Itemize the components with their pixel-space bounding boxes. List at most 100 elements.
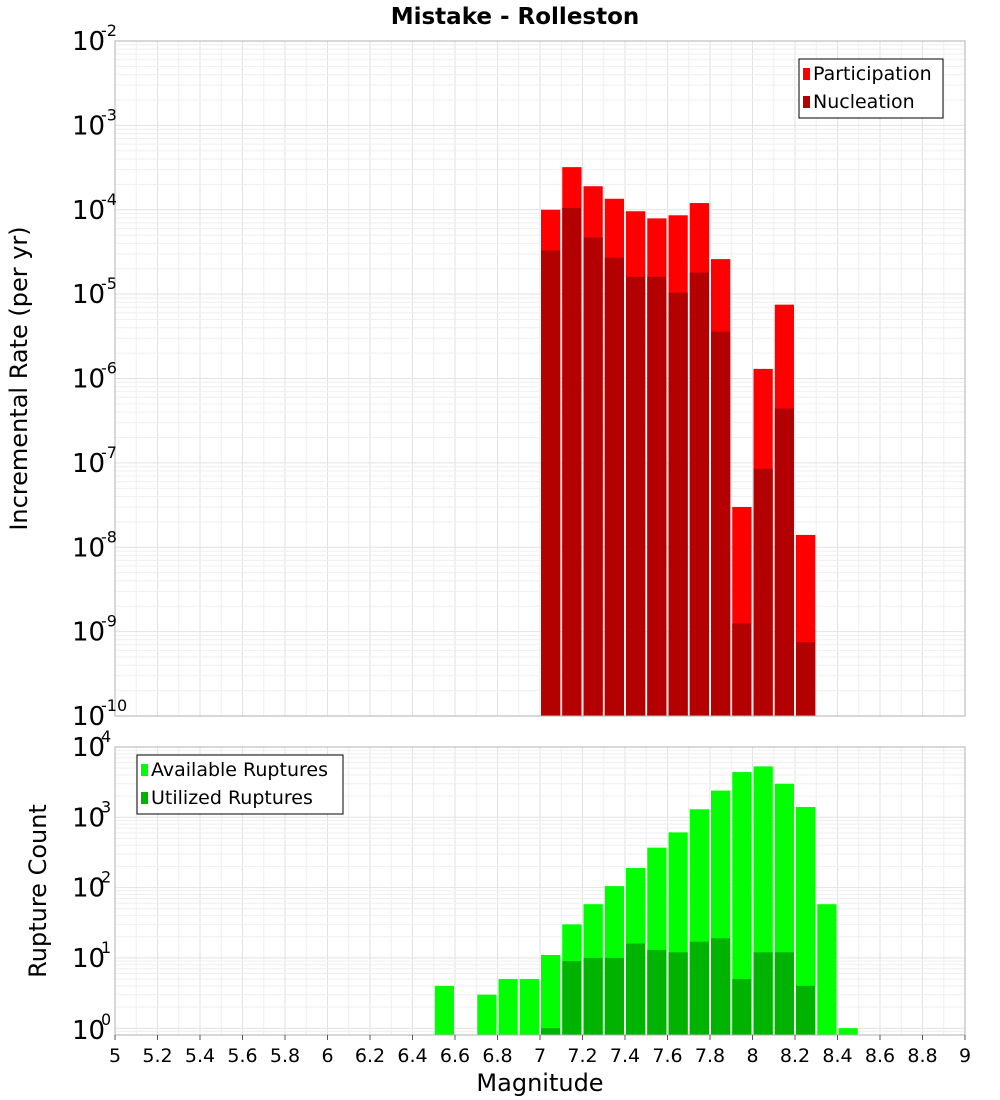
bar-nucleation-11	[774, 408, 794, 716]
bar-available-ruptures-16	[796, 807, 816, 1035]
y-tick-exponent: -8	[101, 527, 117, 546]
bar-available-ruptures-18	[838, 1028, 858, 1035]
top-panel-grid	[114, 40, 966, 717]
y-tick-exponent: 0	[101, 1010, 111, 1029]
x-tick-label: 5.8	[270, 1045, 300, 1067]
bar-nucleation-1	[562, 207, 582, 716]
x-tick-label: 7.2	[567, 1045, 597, 1067]
top-legend: Participation Nucleation	[798, 58, 944, 119]
y-tick-label: 10	[72, 803, 105, 833]
x-tick-label: 6.4	[397, 1045, 427, 1067]
y-tick-exponent: 2	[101, 868, 111, 887]
bar-nucleation-0	[541, 250, 561, 717]
y-tick-exponent: -6	[101, 359, 117, 378]
bar-nucleation-7	[689, 272, 709, 716]
x-tick-label: 7	[534, 1045, 546, 1067]
bar-utilized-ruptures-10	[668, 952, 688, 1035]
legend-swatch-nucleation	[803, 96, 810, 108]
bar-utilized-ruptures-16	[796, 985, 816, 1035]
bar-utilized-ruptures-7	[604, 957, 624, 1035]
y-tick-label: 10	[72, 1016, 105, 1046]
y-tick-label: 10	[72, 533, 105, 563]
top-y-axis-label: Incremental Rate (per yr)	[5, 226, 33, 530]
bar-nucleation-5	[647, 276, 667, 716]
x-tick-label: 6.8	[482, 1045, 512, 1067]
bar-available-ruptures-2	[498, 979, 518, 1035]
legend-label-participation: Participation	[813, 63, 932, 85]
y-tick-exponent: 3	[101, 797, 111, 816]
legend-label-utilized-ruptures: Utilized Ruptures	[151, 787, 313, 809]
bar-utilized-ruptures-9	[647, 949, 667, 1035]
x-axis-ticks: 5 5.2 5.4 5.6 5.8 6 6.2 6.4 6.6 6.8 7 7.2 7.4 7.6 7.8 8…	[109, 1035, 971, 1067]
y-tick-label: 10	[72, 27, 105, 57]
bar-utilized-ruptures-12	[711, 938, 731, 1035]
x-tick-label: 7.6	[652, 1045, 682, 1067]
bar-available-ruptures-13	[732, 772, 752, 1035]
y-tick-label: 10	[72, 702, 105, 732]
bar-nucleation-9	[732, 623, 752, 716]
bottom-y-axis-label: Rupture Count	[24, 804, 52, 978]
bar-utilized-ruptures-8	[626, 943, 646, 1035]
x-tick-label: 8.2	[780, 1045, 810, 1067]
bar-available-ruptures-1	[477, 994, 497, 1035]
y-tick-exponent: -3	[101, 105, 117, 124]
x-tick-label: 6.6	[440, 1045, 470, 1067]
x-tick-label: 5.4	[185, 1045, 215, 1067]
x-tick-label: 5.2	[142, 1045, 172, 1067]
y-tick-label: 10	[72, 618, 105, 648]
x-tick-label: 6.2	[355, 1045, 385, 1067]
x-tick-label: 6	[321, 1045, 333, 1067]
y-tick-label: 10	[72, 196, 105, 226]
bar-nucleation-6	[668, 292, 688, 716]
x-tick-label: 8.6	[865, 1045, 895, 1067]
y-tick-label: 10	[72, 280, 105, 310]
y-tick-exponent: -2	[101, 21, 117, 40]
x-tick-label: 8.4	[822, 1045, 852, 1067]
legend-label-nucleation: Nucleation	[813, 91, 915, 113]
y-tick-exponent: -5	[101, 274, 117, 293]
x-tick-label: 5.6	[227, 1045, 257, 1067]
bar-nucleation-12	[796, 642, 816, 716]
bottom-panel-bars	[434, 766, 858, 1035]
y-tick-exponent: -10	[101, 696, 127, 715]
bottom-legend-box	[136, 754, 344, 815]
bar-available-ruptures-17	[817, 904, 837, 1035]
x-tick-label: 7.8	[695, 1045, 725, 1067]
bar-utilized-ruptures-14	[753, 952, 773, 1035]
legend-swatch-utilized-ruptures	[141, 792, 148, 804]
bar-available-ruptures-3	[519, 979, 539, 1035]
x-tick-label: 5	[109, 1045, 121, 1067]
top-panel-bars	[541, 167, 816, 717]
x-tick-label: 8	[746, 1045, 758, 1067]
x-axis-label: Magnitude	[476, 1069, 603, 1097]
bar-utilized-ruptures-5	[562, 961, 582, 1035]
bar-available-ruptures-0	[434, 985, 454, 1035]
legend-swatch-available-ruptures	[141, 764, 148, 776]
bar-utilized-ruptures-4	[541, 1028, 561, 1035]
top-legend-box	[798, 58, 944, 119]
top-panel-frame	[114, 40, 966, 717]
bar-nucleation-3	[604, 257, 624, 716]
y-tick-exponent: 4	[101, 727, 111, 746]
x-tick-label: 9	[959, 1045, 971, 1067]
y-tick-label: 10	[72, 874, 105, 904]
y-tick-label: 10	[72, 733, 105, 763]
y-tick-label: 10	[72, 111, 105, 141]
bar-nucleation-8	[711, 331, 731, 716]
y-tick-exponent: 1	[101, 938, 111, 957]
y-tick-label: 10	[72, 365, 105, 395]
bar-nucleation-4	[626, 276, 646, 716]
bar-utilized-ruptures-11	[689, 941, 709, 1035]
bottom-legend: Available Ruptures Utilized Ruptures	[136, 754, 344, 815]
bar-utilized-ruptures-15	[774, 952, 794, 1035]
y-tick-label: 10	[72, 449, 105, 479]
bar-available-ruptures-4	[541, 954, 561, 1035]
bar-nucleation-2	[583, 237, 603, 716]
y-tick-label: 10	[72, 944, 105, 974]
bar-utilized-ruptures-6	[583, 957, 603, 1035]
y-tick-exponent: -9	[101, 612, 117, 631]
legend-swatch-participation	[803, 68, 810, 80]
